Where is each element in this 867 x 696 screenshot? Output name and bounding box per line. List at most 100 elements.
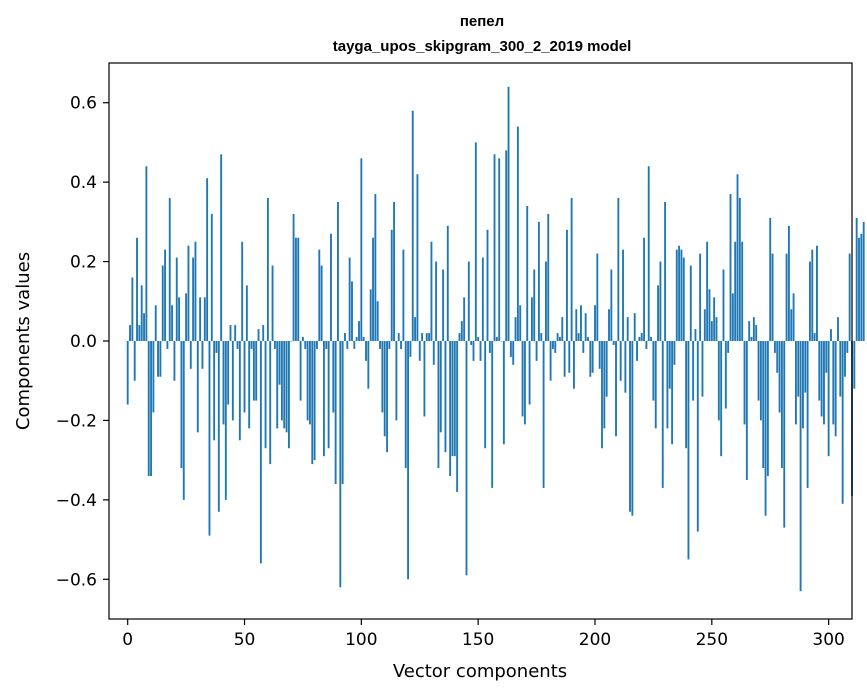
bar-303 <box>834 341 837 437</box>
bar-276 <box>771 253 774 341</box>
bar-313 <box>858 237 860 341</box>
bar-123 <box>414 317 417 341</box>
bar-230 <box>664 202 667 341</box>
bar-25 <box>185 293 188 341</box>
bar-39 <box>217 341 220 512</box>
bar-288 <box>799 341 802 592</box>
bar-293 <box>811 249 814 341</box>
bar-192 <box>575 309 578 341</box>
bar-245 <box>699 253 702 341</box>
x-tick-label: 100 <box>345 630 377 650</box>
bar-99 <box>358 321 360 341</box>
bar-107 <box>376 301 379 341</box>
bar-261 <box>736 174 739 341</box>
bar-116 <box>397 333 400 341</box>
bar-57 <box>259 341 262 564</box>
bar-79 <box>311 341 314 465</box>
bar-149 <box>474 142 477 341</box>
bar-233 <box>671 341 674 445</box>
bar-142 <box>458 333 461 341</box>
x-tick-label: 0 <box>122 630 133 650</box>
bar-266 <box>748 321 751 341</box>
bar-101 <box>362 337 365 341</box>
bar-96 <box>351 281 353 341</box>
bar-197 <box>587 337 589 341</box>
bar-89 <box>334 341 337 484</box>
bar-53 <box>250 341 253 349</box>
bar-227 <box>657 285 660 341</box>
bar-145 <box>465 341 468 576</box>
bar-135 <box>442 269 445 341</box>
bar-279 <box>778 341 781 413</box>
bar-36 <box>210 213 213 341</box>
chart-title: пепел <box>460 13 504 30</box>
x-tick-label: 150 <box>462 630 494 650</box>
bar-252 <box>715 317 718 341</box>
bar-54 <box>252 341 255 401</box>
bar-85 <box>325 341 328 349</box>
bar-78 <box>309 341 311 425</box>
bar-80 <box>313 341 316 461</box>
bar-16 <box>164 249 167 341</box>
bar-34 <box>206 178 209 341</box>
bar-27 <box>189 341 192 369</box>
bar-133 <box>437 341 440 469</box>
bar-2 <box>131 277 134 341</box>
bar-260 <box>734 241 737 341</box>
bar-291 <box>806 341 809 488</box>
bar-126 <box>421 333 424 341</box>
bar-216 <box>631 341 634 516</box>
bar-244 <box>696 341 699 532</box>
bar-172 <box>528 341 531 405</box>
bar-239 <box>685 341 688 449</box>
bar-190 <box>570 198 573 341</box>
bar-301 <box>830 329 832 341</box>
bar-153 <box>484 341 487 449</box>
y-axis-label: Components values <box>13 252 34 430</box>
bar-65 <box>278 341 281 385</box>
bar-163 <box>507 86 510 341</box>
bar-237 <box>680 249 683 341</box>
bar-130 <box>430 241 433 341</box>
bar-45 <box>231 341 234 421</box>
bar-221 <box>643 237 645 341</box>
bar-180 <box>547 213 550 341</box>
bar-77 <box>306 341 309 421</box>
bar-177 <box>540 333 543 341</box>
bar-285 <box>792 293 795 341</box>
bar-309 <box>848 253 851 341</box>
bar-28 <box>192 257 195 341</box>
bar-139 <box>451 341 454 457</box>
x-tick-label: 50 <box>234 630 256 650</box>
bar-210 <box>617 198 620 341</box>
y-tick-label: −0.2 <box>56 411 97 431</box>
bar-67 <box>283 341 286 429</box>
bar-112 <box>388 341 391 349</box>
bar-84 <box>323 341 325 457</box>
bar-18 <box>168 198 171 341</box>
bar-201 <box>596 253 599 341</box>
x-tick-label: 300 <box>812 630 844 650</box>
bar-104 <box>369 289 372 341</box>
bar-43 <box>227 341 230 405</box>
x-axis-label: Vector components <box>393 661 567 682</box>
bar-307 <box>844 341 846 377</box>
bar-299 <box>825 341 828 373</box>
bar-20 <box>173 341 176 381</box>
bar-211 <box>619 341 622 381</box>
bar-184 <box>556 333 559 341</box>
bar-115 <box>395 341 398 421</box>
bar-161 <box>502 341 505 445</box>
bar-156 <box>491 341 494 488</box>
bar-125 <box>418 341 421 361</box>
bar-148 <box>472 341 475 361</box>
bar-86 <box>327 341 330 449</box>
bar-300 <box>827 341 830 457</box>
bar-152 <box>481 257 484 341</box>
bar-302 <box>832 341 835 425</box>
bar-58 <box>262 325 265 341</box>
bar-38 <box>215 341 218 353</box>
bar-258 <box>729 194 732 341</box>
bar-49 <box>241 241 244 341</box>
